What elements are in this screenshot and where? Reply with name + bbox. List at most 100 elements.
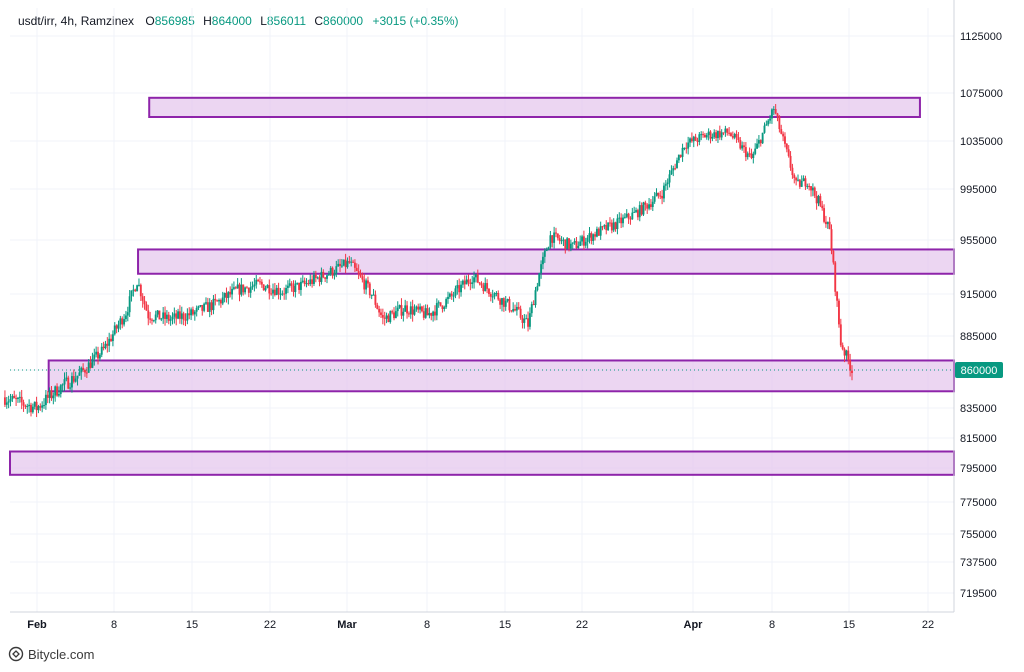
candle-body — [556, 233, 559, 239]
candle-body — [663, 185, 665, 199]
candle-body — [473, 277, 476, 283]
support-resistance-zone[interactable] — [148, 96, 921, 119]
candle-body — [65, 377, 68, 380]
candle-body — [393, 312, 395, 319]
candle-body — [800, 180, 803, 187]
candle-body — [123, 319, 126, 325]
candle-body — [257, 279, 260, 282]
candle-body — [700, 134, 703, 136]
candle-body — [52, 395, 55, 399]
candle-body — [17, 397, 19, 399]
candle-body — [30, 404, 32, 413]
candle-body — [309, 279, 312, 285]
candle-body — [367, 280, 369, 284]
candle-body — [679, 154, 682, 157]
candle-body — [339, 263, 341, 266]
candle-body — [273, 289, 276, 296]
candle-body — [761, 132, 764, 144]
support-resistance-zone[interactable] — [9, 450, 955, 476]
candle-body — [845, 350, 848, 356]
candle-body — [415, 306, 418, 310]
candle-body — [609, 222, 611, 224]
candle-body — [821, 205, 824, 209]
candle-body — [342, 259, 345, 266]
candle-body — [396, 307, 399, 312]
candle-body — [702, 134, 705, 136]
candle-body — [763, 125, 766, 133]
candle-body — [147, 310, 150, 319]
candle-body — [359, 273, 362, 277]
close-value: 860000 — [323, 14, 364, 28]
y-tick-label: 835000 — [960, 403, 997, 415]
candle-body — [480, 283, 483, 286]
candle-body — [528, 313, 531, 327]
candle-body — [752, 153, 755, 159]
candle-body — [50, 390, 53, 399]
candle-body — [428, 313, 431, 316]
candle-body — [564, 239, 567, 250]
candle-body — [402, 311, 405, 316]
x-tick-label: Apr — [684, 619, 704, 631]
candle-body — [331, 267, 334, 276]
candle-body — [437, 302, 440, 304]
candle-body — [327, 274, 330, 276]
candle-body — [508, 299, 511, 311]
candle-body — [126, 312, 129, 316]
candle-body — [124, 315, 127, 320]
candle-body — [566, 238, 569, 250]
candle-body — [839, 324, 842, 346]
candle-body — [765, 124, 768, 126]
candle-body — [218, 300, 220, 302]
support-resistance-zone[interactable] — [47, 359, 956, 393]
candle-body — [145, 304, 148, 311]
candle-body — [737, 137, 740, 141]
candle-body — [482, 285, 485, 292]
candle-body — [244, 287, 247, 293]
candle-body — [232, 287, 235, 289]
candle-body — [110, 338, 112, 342]
candle-body — [164, 312, 166, 319]
x-tick-label: 8 — [769, 619, 775, 631]
y-tick-label: 815000 — [960, 433, 997, 445]
candles — [3, 104, 853, 418]
candle-body — [346, 261, 349, 268]
last-price-label: 860000 — [961, 365, 998, 377]
candle-body — [832, 250, 835, 263]
candle-body — [119, 318, 122, 325]
candle-body — [683, 147, 686, 149]
candle-body — [447, 296, 449, 300]
x-tick-label: Mar — [337, 619, 357, 631]
low-label: L — [260, 14, 267, 28]
candle-body — [607, 222, 610, 231]
candle-body — [227, 291, 230, 298]
candle-body — [95, 351, 98, 355]
candle-body — [138, 284, 140, 286]
candle-body — [635, 210, 637, 212]
candle-body — [100, 346, 103, 355]
candle-body — [571, 242, 574, 244]
candle-body — [715, 132, 718, 139]
candle-body — [195, 307, 198, 312]
candle-body — [469, 282, 472, 284]
candle-body — [352, 261, 355, 263]
candle-body — [798, 179, 801, 187]
candle-body — [221, 297, 224, 304]
candle-body — [724, 128, 727, 133]
candle-body — [599, 226, 602, 236]
candle-body — [376, 304, 379, 309]
candle-body — [484, 283, 487, 292]
candle-body — [357, 270, 360, 274]
candle-body — [128, 296, 131, 313]
candle-body — [33, 401, 36, 407]
candle-body — [594, 234, 597, 237]
candle-body — [461, 280, 464, 285]
candle-body — [674, 168, 677, 170]
candle-body — [495, 293, 498, 295]
high-label: H — [203, 14, 212, 28]
candle-body — [782, 133, 785, 137]
candle-body — [247, 287, 250, 293]
candle-body — [435, 303, 438, 316]
candle-body — [456, 285, 459, 289]
